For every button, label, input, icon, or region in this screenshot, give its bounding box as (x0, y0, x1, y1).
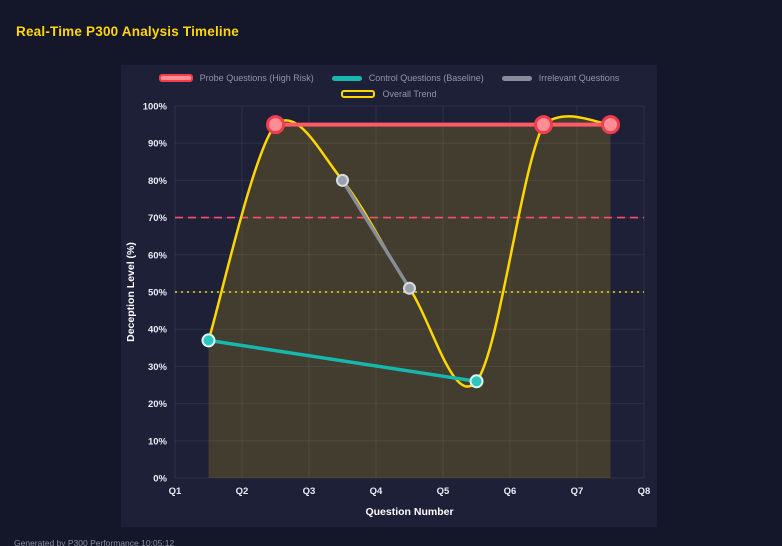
data-point-probe-questions-high-risk[interactable] (266, 115, 285, 135)
x-tick-label: Q4 (370, 486, 383, 497)
legend-item-irrelevant-questions[interactable]: Irrelevant Questions (501, 73, 620, 83)
legend-swatch-irrelevant-questions (501, 75, 532, 81)
data-point-control-questions-baseline[interactable] (469, 374, 484, 389)
series-line-control-questions-baseline (206, 338, 479, 384)
legend-label: Irrelevant Questions (538, 73, 620, 83)
y-tick-label: 70% (148, 213, 168, 224)
x-tick-label: Q3 (303, 486, 316, 497)
y-tick-label: 90% (148, 139, 168, 150)
y-tick-label: 80% (148, 176, 168, 187)
x-tick-label: Q7 (571, 486, 584, 497)
legend-swatch-probe-questions-high-risk (158, 74, 193, 82)
legend-item-control-questions-baseline[interactable]: Control Questions (Baseline) (331, 73, 484, 83)
y-tick-label: 40% (148, 325, 168, 336)
x-tick-label: Q6 (504, 486, 517, 497)
legend-label: Overall Trend (382, 89, 437, 99)
legend-label: Probe Questions (High Risk) (199, 73, 314, 83)
y-tick-label: 60% (148, 250, 168, 261)
timeline-chart: 0% 10% 20% 30% 40% 50% 60% 70% 80% 90% 100% Q1 Q2 Q3 Q… (125, 102, 650, 519)
axes: 0% 10% 20% 30% 40% 50% 60% 70% 80% 90% 100% Q1 Q2 Q3 Q… (125, 102, 650, 519)
y-tick-label: 0% (153, 474, 167, 485)
x-tick-label: Q8 (638, 486, 651, 497)
chart-panel: Probe Questions (High Risk) Control Quest… (121, 65, 657, 527)
x-axis-title: Question Number (365, 506, 453, 518)
x-tick-label: Q2 (236, 486, 249, 497)
y-tick-label: 100% (143, 102, 168, 113)
series-line-irrelevant-questions (340, 178, 412, 291)
data-point-irrelevant-questions[interactable] (336, 173, 349, 187)
data-point-irrelevant-questions[interactable] (403, 281, 416, 295)
y-tick-label: 50% (148, 288, 168, 299)
footer-note: Generated by P300 Performance 10:05:12 (14, 538, 175, 546)
legend-item-probe-questions-high-risk[interactable]: Probe Questions (High Risk) (158, 73, 314, 83)
data-point-probe-questions-high-risk[interactable] (601, 115, 620, 135)
legend-label: Control Questions (Baseline) (368, 73, 484, 83)
legend-item-overall-trend[interactable]: Overall Trend (341, 89, 437, 99)
data-point-probe-questions-high-risk[interactable] (534, 115, 553, 135)
y-tick-label: 20% (148, 399, 168, 410)
y-tick-label: 10% (148, 436, 168, 447)
y-axis-title: Deception Level (%) (125, 242, 137, 342)
y-tick-label: 30% (148, 362, 168, 373)
legend-swatch-control-questions-baseline (331, 75, 362, 81)
x-tick-label: Q5 (437, 486, 450, 497)
chart-legend: Probe Questions (High Risk) Control Quest… (121, 73, 657, 99)
page-title: Real-Time P300 Analysis Timeline (16, 24, 240, 39)
x-tick-label: Q1 (169, 486, 182, 497)
data-point-control-questions-baseline[interactable] (201, 333, 216, 348)
trend-area-fill (208, 116, 611, 479)
legend-swatch-overall-trend (341, 90, 376, 98)
